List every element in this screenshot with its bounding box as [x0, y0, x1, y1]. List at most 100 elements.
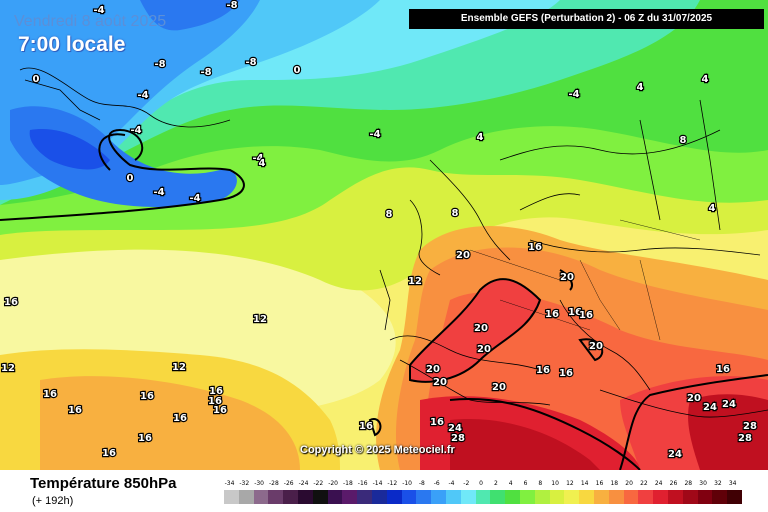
temperature-label: -8 — [154, 59, 165, 70]
scale-swatch — [312, 490, 328, 504]
scale-value-label: 18 — [610, 480, 619, 487]
temperature-label: -8 — [226, 0, 237, 11]
scale-value-label: 0 — [479, 480, 483, 487]
scale-value-label: 10 — [551, 480, 559, 487]
scale-swatch — [519, 490, 535, 504]
scale-value-label: 34 — [728, 480, 737, 487]
temperature-label: 4 — [709, 203, 716, 214]
scale-swatch — [490, 490, 506, 504]
scale-swatch — [564, 490, 580, 504]
temperature-label: 20 — [560, 272, 574, 283]
scale-swatch — [401, 490, 417, 504]
temperature-label: 24 — [722, 399, 736, 410]
temperature-label: 28 — [738, 433, 752, 444]
scale-swatch — [283, 490, 298, 504]
scale-swatch — [371, 490, 387, 504]
scale-value-label: 12 — [566, 480, 574, 487]
temperature-label: 24 — [703, 402, 717, 413]
scale-value-label: 24 — [654, 480, 663, 487]
scale-swatch — [268, 490, 284, 504]
temperature-label: -4 — [130, 125, 141, 136]
temperature-label: -8 — [245, 57, 256, 68]
temperature-label: 4 — [477, 132, 484, 143]
temperature-label: 28 — [743, 421, 757, 432]
scale-swatch — [297, 490, 313, 504]
scale-swatch — [386, 490, 402, 504]
scale-swatch — [638, 490, 654, 504]
scale-swatch — [431, 490, 446, 504]
temperature-label: 0 — [33, 74, 40, 85]
temperature-label: 20 — [492, 382, 506, 393]
model-run-banner: Ensemble GEFS (Perturbation 2) - 06 Z du… — [409, 9, 764, 29]
scale-value-label: -32 — [239, 480, 250, 487]
temperature-label: 16 — [43, 389, 57, 400]
forecast-hour: 7:00 locale — [18, 33, 126, 56]
scale-value-label: -4 — [448, 480, 455, 487]
temperature-label: -4 — [93, 5, 104, 16]
forecast-lead-time: (+ 192h) — [32, 495, 74, 507]
temperature-label: 8 — [452, 208, 459, 219]
temperature-label: 12 — [1, 363, 15, 374]
temperature-label: -4 — [137, 90, 148, 101]
scale-swatch — [224, 490, 239, 504]
temperature-label: 16 — [716, 364, 730, 375]
temperature-label: 16 — [528, 242, 542, 253]
scale-value-label: -16 — [357, 480, 368, 487]
temperature-label: 4 — [702, 74, 709, 85]
temperature-label: 24 — [448, 423, 462, 434]
copyright-text: Copyright © 2025 Meteociel.fr — [300, 444, 455, 456]
scale-swatch — [416, 490, 432, 504]
scale-value-label: 28 — [684, 480, 693, 487]
temperature-label: 4 — [259, 158, 266, 169]
temperature-label: 20 — [433, 377, 447, 388]
color-scale-labels: -34 -32 -30 -28 -26 -24 -22 -20 -18 -16 -14 -12 -10-… — [222, 480, 754, 490]
temperature-label: 20 — [456, 250, 470, 261]
temperature-label: -4 — [369, 129, 380, 140]
scale-value-label: -18 — [342, 480, 353, 487]
scale-value-label: 6 — [523, 480, 528, 487]
scale-value-label: 26 — [669, 480, 678, 487]
scale-swatch — [682, 490, 698, 504]
temperature-label: 16 — [138, 433, 152, 444]
scale-swatch — [253, 490, 269, 504]
temperature-label: 20 — [474, 323, 488, 334]
temperature-label: 16 — [568, 307, 582, 318]
temperature-label: 16 — [209, 386, 223, 397]
scale-swatch — [593, 490, 609, 504]
temperature-label: 12 — [408, 276, 422, 287]
scale-value-label: -14 — [372, 480, 383, 487]
temperature-label: 16 — [208, 396, 222, 407]
scale-value-label: -30 — [254, 480, 264, 487]
temperature-label: 16 — [68, 405, 82, 416]
temperature-label: 12 — [253, 314, 267, 325]
color-scale-bar — [224, 490, 742, 504]
scale-value-label: -8 — [418, 480, 425, 487]
scale-swatch — [357, 490, 372, 504]
temperature-label: 16 — [430, 417, 444, 428]
temperature-label: 16 — [559, 368, 573, 379]
temperature-label: -4 — [252, 153, 263, 164]
scale-value-label: -10 — [402, 480, 412, 487]
scale-swatch — [460, 490, 476, 504]
scale-swatch — [697, 490, 713, 504]
scale-swatch — [608, 490, 624, 504]
scale-swatch — [238, 490, 254, 504]
temperature-label: 4 — [637, 82, 644, 93]
scale-value-label: 14 — [580, 480, 589, 487]
scale-value-label: -12 — [387, 480, 398, 487]
scale-value-label: -2 — [463, 480, 470, 487]
scale-value-label: 22 — [640, 480, 648, 487]
temperature-label: 28 — [451, 433, 465, 444]
scale-value-label: -28 — [268, 480, 279, 487]
scale-swatch — [667, 490, 683, 504]
temperature-label: 16 — [579, 310, 593, 321]
temperature-label: 16 — [102, 448, 116, 459]
temperature-label: 16 — [545, 309, 559, 320]
parameter-title: Température 850hPa — [30, 475, 177, 492]
scale-value-label: -34 — [224, 480, 235, 487]
temperature-label: 16 — [213, 405, 227, 416]
scale-value-label: 4 — [508, 480, 513, 487]
scale-value-label: -24 — [298, 480, 309, 487]
temperature-label: 16 — [173, 413, 187, 424]
temperature-label: -8 — [200, 67, 211, 78]
